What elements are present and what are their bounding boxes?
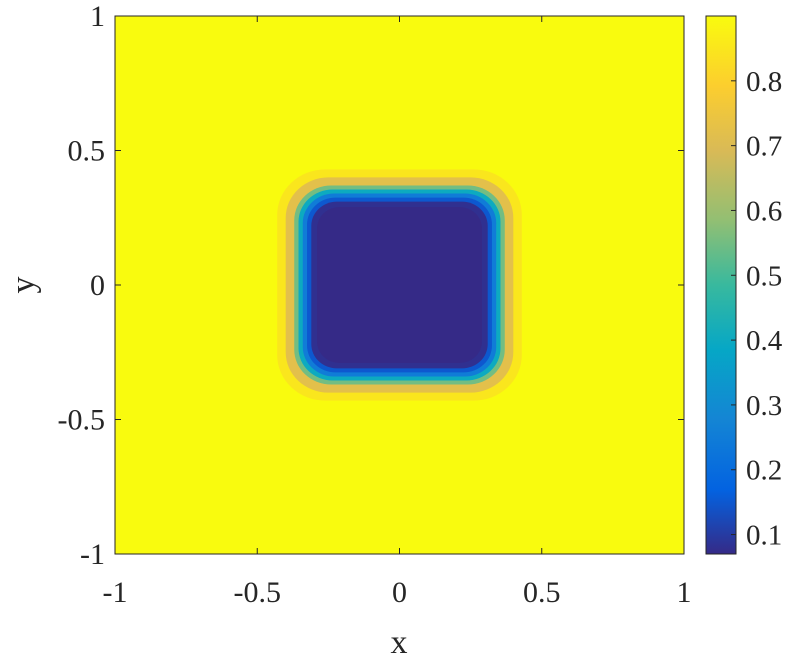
x-tick-label: -1 [103, 576, 128, 609]
colorbar: 0.1 0.2 0.3 0.4 0.5 0.6 0.7 0.8 [705, 15, 783, 555]
x-tick-label: -0.5 [234, 576, 282, 609]
y-tick-label: 0.5 [68, 135, 106, 168]
colorbar-tick-label: 0.1 [746, 520, 782, 552]
y-tick-label: 1 [90, 0, 105, 33]
y-axis-label: y [5, 277, 42, 294]
colorbar-tick-label: 0.6 [746, 195, 782, 227]
y-tick-label: -1 [80, 538, 105, 571]
x-tick-label: 1 [677, 576, 692, 609]
y-tick-label: 0 [90, 269, 105, 302]
colorbar-tick-label: 0.3 [746, 390, 782, 422]
x-tick-label: 0.5 [523, 576, 561, 609]
x-tick-label: 0 [392, 576, 407, 609]
x-ticks: -1 -0.5 0 0.5 1 [103, 16, 692, 609]
contour-core [316, 206, 483, 364]
colorbar-tick-label: 0.2 [746, 455, 782, 487]
plot-area: -1 -0.5 0 0.5 1 -1 -0.5 0 0.5 1 [58, 0, 692, 609]
y-tick-label: -0.5 [58, 404, 106, 437]
colorbar-tick-label: 0.4 [746, 325, 783, 357]
contour-fills [277, 169, 522, 401]
colorbar-tick-label: 0.8 [746, 66, 782, 98]
colorbar-tick-label: 0.5 [746, 260, 782, 292]
colorbar-tick-label: 0.7 [746, 131, 782, 163]
colorbar-ticks: 0.1 0.2 0.3 0.4 0.5 0.6 0.7 0.8 [731, 66, 783, 552]
x-axis-label: x [391, 624, 408, 661]
colorbar-gradient [705, 15, 737, 555]
y-ticks: -1 -0.5 0 0.5 1 [58, 0, 684, 571]
